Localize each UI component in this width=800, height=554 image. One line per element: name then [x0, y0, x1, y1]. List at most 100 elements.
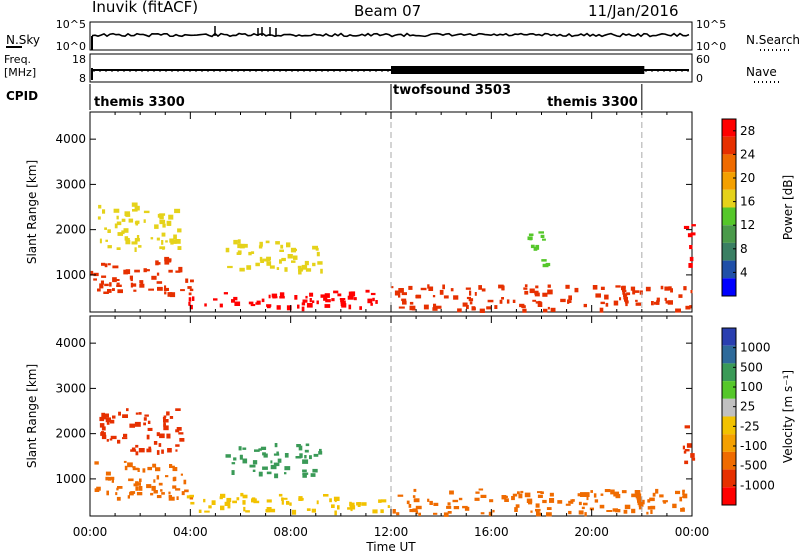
power-data-cell	[565, 284, 570, 289]
velocity-data-cell	[128, 478, 134, 482]
velocity-data-cell	[408, 504, 412, 508]
cpid-label: CPID	[6, 89, 38, 103]
velocity-data-cell	[198, 509, 202, 513]
velocity-data-cell	[101, 431, 105, 436]
velocity-data-cell	[146, 448, 152, 453]
power-data-cell	[667, 300, 673, 305]
velocity-data-cell	[273, 462, 277, 466]
velocity-data-cell	[105, 471, 111, 476]
power-data-cell	[260, 259, 264, 263]
velocity-data-cell	[515, 504, 520, 508]
velocity-colorbar-tick-label: 500	[740, 360, 763, 374]
velocity-data-cell	[568, 500, 574, 504]
velocity-data-cell	[231, 462, 236, 465]
velocity-data-cell	[586, 496, 589, 501]
freq-panel-frame	[89, 53, 693, 83]
power-data-cell	[547, 306, 550, 310]
power-data-cell	[685, 305, 691, 310]
power-data-cell	[279, 296, 285, 299]
velocity-data-cell	[169, 465, 175, 468]
velocity-data-cell	[675, 490, 681, 495]
power-data-cell	[540, 234, 545, 238]
time-tick-label: 00:00	[73, 525, 108, 539]
velocity-data-cell	[175, 408, 181, 411]
power-data-cell	[237, 239, 241, 244]
velocity-data-cell	[318, 451, 323, 455]
power-data-cell	[139, 283, 145, 288]
velocity-colorbar-swatch	[722, 363, 736, 382]
velocity-y-tick-label: 1000	[55, 472, 86, 486]
power-data-cell	[143, 268, 147, 273]
power-colorbar-tick-label: 16	[740, 195, 755, 209]
power-data-cell	[542, 238, 546, 241]
power-data-cell	[156, 237, 160, 241]
power-data-cell	[408, 285, 413, 290]
velocity-data-cell	[135, 482, 141, 486]
velocity-data-cell	[151, 485, 156, 491]
velocity-data-cell	[161, 449, 164, 454]
velocity-data-cell	[514, 507, 518, 512]
velocity-data-cell	[106, 420, 110, 425]
power-data-cell	[524, 284, 528, 287]
power-data-cell	[177, 246, 182, 250]
power-data-cell	[502, 285, 505, 291]
power-data-cell	[341, 303, 347, 308]
power-data-cell	[107, 263, 111, 266]
velocity-data-cell	[142, 468, 146, 473]
power-data-cell	[309, 298, 312, 303]
power-data-cell	[689, 245, 693, 250]
velocity-data-cell	[153, 479, 156, 483]
power-data-cell	[259, 256, 263, 262]
time-axis-label: Time UT	[365, 540, 416, 554]
velocity-data-cell	[526, 498, 533, 503]
power-data-cell	[689, 305, 692, 309]
freq-unit-label: [MHz]	[4, 66, 36, 79]
power-data-cell	[116, 247, 121, 250]
power-data-cell	[159, 246, 166, 250]
power-data-cell	[116, 284, 122, 287]
cpid-mode-label: themis 3300	[94, 95, 185, 110]
power-data-cell	[170, 292, 176, 298]
power-data-cell	[134, 221, 139, 225]
power-data-cell	[189, 288, 194, 292]
power-data-cell	[320, 294, 327, 298]
power-data-cell	[443, 295, 449, 299]
velocity-data-cell	[380, 499, 387, 503]
power-data-cell	[227, 265, 233, 269]
power-data-cell	[192, 296, 195, 301]
velocity-data-cell	[590, 490, 593, 493]
power-colorbar-label: Power [dB]	[781, 175, 795, 240]
power-data-cell	[134, 269, 140, 273]
velocity-data-cell	[127, 462, 133, 468]
power-y-tick-label: 2000	[55, 223, 86, 237]
power-data-cell	[433, 303, 437, 309]
velocity-data-cell	[276, 462, 280, 467]
power-data-cell	[164, 291, 167, 295]
power-colorbar-tick-label: 4	[740, 265, 748, 279]
velocity-colorbar-swatch	[722, 416, 736, 435]
velocity-data-cell	[225, 454, 231, 458]
power-data-cell	[466, 296, 471, 300]
velocity-data-cell	[284, 466, 291, 471]
velocity-data-cell	[282, 497, 288, 500]
power-data-cell	[305, 268, 312, 272]
power-data-cell	[478, 285, 482, 290]
velocity-colorbar-swatch	[722, 434, 736, 452]
power-colorbar-swatch	[722, 278, 736, 296]
power-data-cell	[615, 285, 621, 288]
velocity-data-cell	[116, 496, 121, 501]
power-data-cell	[145, 269, 150, 272]
power-data-cell	[159, 215, 164, 220]
power-data-cell	[324, 304, 331, 308]
velocity-data-cell	[102, 414, 107, 420]
power-data-cell	[325, 299, 331, 303]
velocity-data-cell	[557, 500, 563, 504]
power-data-cell	[180, 289, 185, 292]
velocity-data-cell	[99, 423, 105, 428]
noise-panel-frame	[89, 21, 693, 51]
velocity-data-cell	[243, 506, 246, 512]
power-data-cell	[255, 262, 260, 267]
power-data-cell	[298, 270, 302, 275]
power-data-cell	[242, 243, 248, 248]
power-data-cell	[113, 208, 120, 213]
